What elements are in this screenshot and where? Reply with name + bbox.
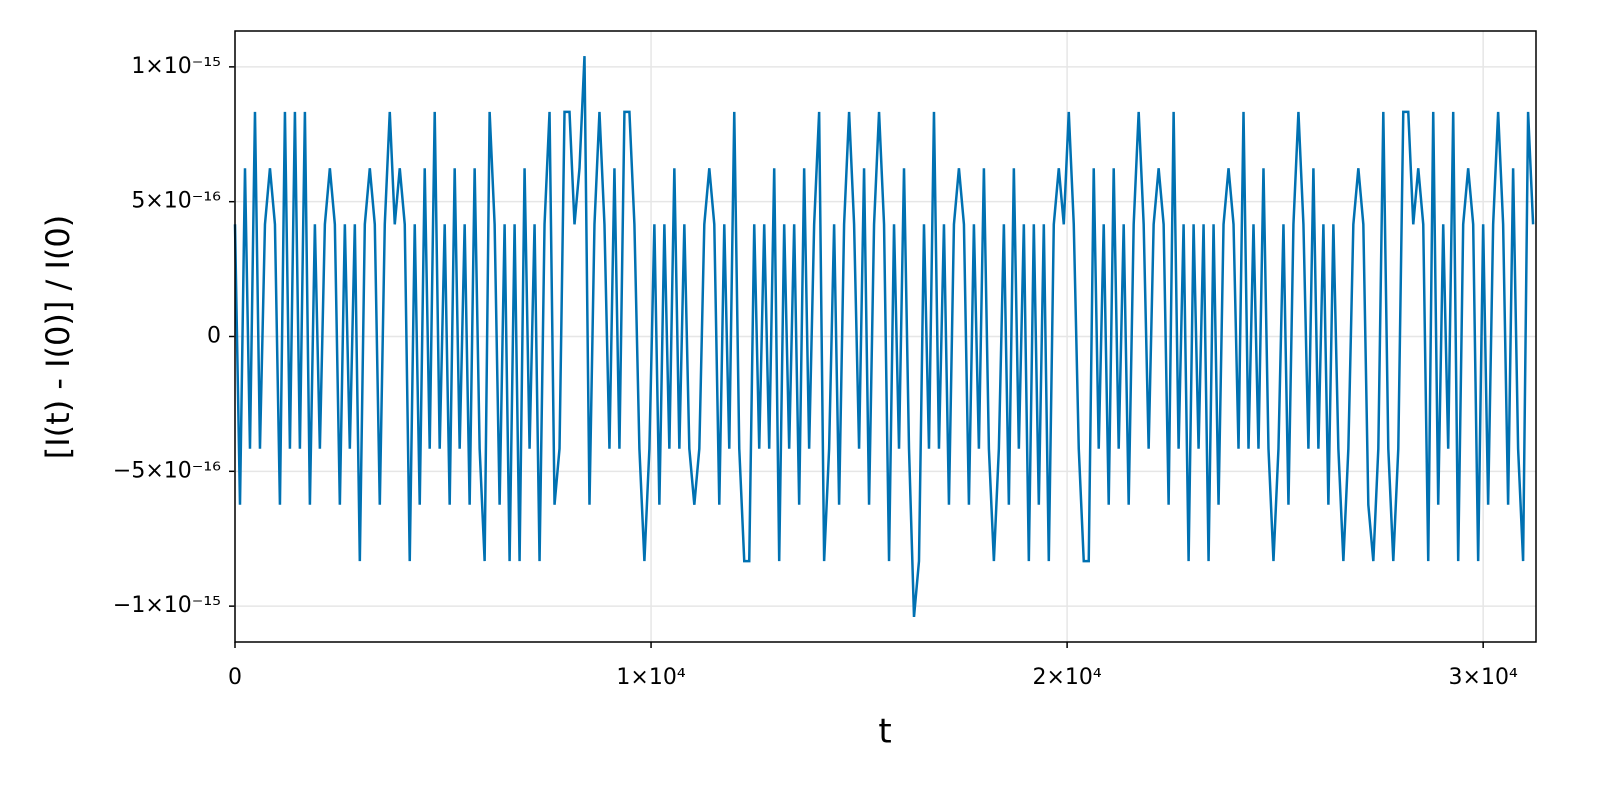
y-tick-label: −1×10⁻¹⁵ [113,593,221,618]
x-axis-label: t [878,712,891,752]
x-tick-label: 1×10⁴ [616,665,685,690]
y-axis-label: [I(t) - I(0)] / I(0) [39,215,77,459]
y-tick-label: 0 [207,324,221,349]
y-tick-label: −5×10⁻¹⁶ [113,458,221,483]
plot-frame [234,30,1537,643]
x-tick-label: 2×10⁴ [1032,665,1101,690]
y-tick-label: 1×10⁻¹⁵ [131,54,221,79]
x-tick-label: 0 [228,665,242,690]
y-tick-label: 5×10⁻¹⁶ [131,189,221,214]
x-tick-label: 3×10⁴ [1449,665,1518,690]
data-line [233,56,1535,618]
